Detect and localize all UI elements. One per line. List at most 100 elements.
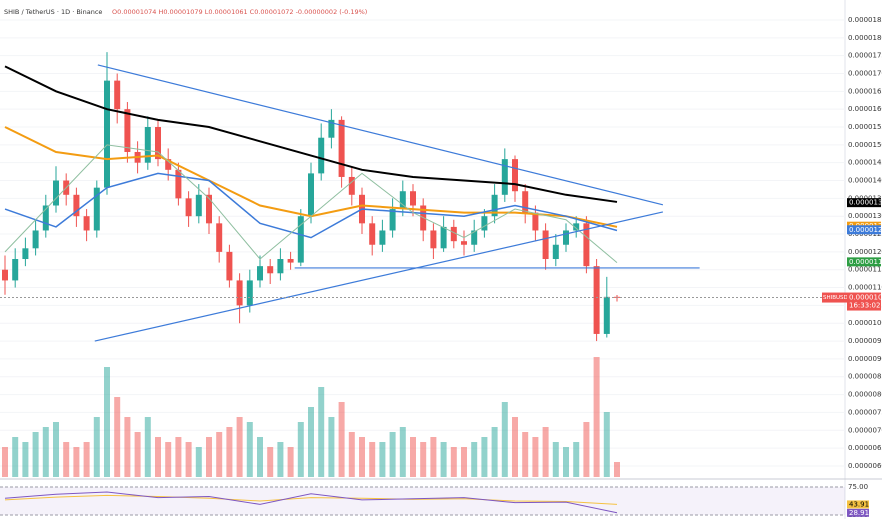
volume-bar	[287, 447, 294, 477]
candle-body	[481, 216, 488, 231]
candle-body	[104, 80, 110, 188]
candle-body	[583, 223, 590, 267]
volume-bar	[226, 427, 233, 477]
price-tag-text: 0.00001172	[849, 258, 882, 266]
volume-bar	[104, 367, 110, 477]
y-tick-label: 0.00001550	[848, 123, 882, 131]
price-tag	[847, 198, 881, 208]
volume-bar	[348, 432, 355, 477]
candle-body	[348, 176, 355, 195]
rsi-tag	[847, 508, 869, 517]
trendline	[97, 64, 664, 206]
volume-bar	[491, 427, 498, 477]
volume-bar	[134, 432, 141, 477]
candle-body	[389, 209, 396, 231]
candle-body	[185, 198, 192, 217]
candle-body	[83, 216, 90, 231]
volume-bar	[12, 437, 19, 477]
volume-bar	[542, 427, 549, 477]
volume-bar	[614, 462, 620, 477]
volume-bar	[501, 402, 508, 477]
trendline	[94, 211, 664, 342]
y-tick-label: 0.00000650	[848, 444, 882, 452]
volume-bar	[155, 437, 161, 477]
volume-bar	[328, 417, 335, 477]
volume-bar	[532, 437, 539, 477]
y-tick-label: 0.00000750	[848, 408, 882, 416]
candle-body	[512, 159, 518, 192]
candle-body	[532, 212, 539, 231]
candle-body	[297, 216, 304, 263]
candle-body	[573, 223, 580, 231]
volume-bar	[573, 442, 580, 477]
candle-body	[165, 159, 172, 170]
volume-bar	[236, 417, 243, 477]
volume-bar	[257, 437, 263, 477]
volume-bar	[603, 412, 610, 477]
candle-body	[369, 223, 376, 245]
y-tick-label: 0.00000950	[848, 337, 882, 345]
candle-body	[277, 259, 284, 274]
candle-body	[2, 269, 8, 281]
candle-body	[318, 137, 325, 174]
volume-bar	[369, 442, 376, 477]
y-tick-label: 0.00001300	[848, 212, 882, 220]
moving-average	[4, 144, 618, 263]
candle-body	[552, 244, 559, 260]
candle-body	[93, 187, 100, 231]
volume-bar	[185, 442, 192, 477]
y-tick-label: 0.00001750	[848, 52, 882, 60]
candle-body	[42, 205, 49, 231]
candle-body	[501, 159, 508, 195]
volume-bar	[399, 427, 406, 477]
volume-bar	[144, 417, 151, 477]
y-tick-label: 0.00001650	[848, 87, 882, 95]
candle-body	[236, 280, 243, 306]
rsi-band	[0, 487, 845, 515]
candle-body	[22, 248, 29, 260]
moving-average	[4, 172, 618, 239]
volume-bar	[93, 417, 100, 477]
volume-bar	[83, 442, 90, 477]
candle-body	[195, 194, 202, 217]
y-tick-label: 0.00000800	[848, 391, 882, 399]
candle-body	[440, 226, 447, 249]
volume-bar	[471, 442, 478, 477]
ohlc: O0.00001074 H0.00001079 L0.00001061 C0.0…	[112, 8, 367, 16]
candle-body	[450, 226, 457, 242]
volume-bar	[32, 432, 39, 477]
price-tag-text: 0.00001338	[849, 199, 882, 207]
volume-bar	[410, 437, 416, 477]
volume-bar	[430, 437, 437, 477]
candle-body	[603, 296, 610, 334]
candle-body	[379, 230, 386, 245]
y-tick-label: 0.00000900	[848, 355, 882, 363]
volume-bar	[73, 447, 80, 477]
volume-bar	[63, 442, 70, 477]
candle-body	[206, 194, 212, 224]
y-tick-label: 0.00000850	[848, 373, 882, 381]
countdown: 16:33:02	[849, 302, 880, 310]
volume-bar	[195, 447, 202, 477]
volume-bar	[2, 447, 8, 477]
price-tag	[847, 257, 881, 267]
candle-body	[461, 241, 467, 245]
y-tick-label: 0.00001600	[848, 105, 882, 113]
volume-bar	[481, 437, 488, 477]
price-tag	[847, 225, 881, 235]
symbol-tag-text: SHIBUSDT	[823, 295, 852, 301]
candle-body	[267, 266, 274, 274]
price-tag-text: 0.00001262	[849, 226, 882, 234]
volume-bar	[267, 447, 274, 477]
volume-bar	[124, 417, 131, 477]
candle-body	[308, 173, 314, 217]
candle-body	[73, 194, 80, 217]
volume-bar	[175, 437, 182, 477]
rsi-ma-line	[4, 494, 618, 505]
candle-body	[12, 259, 19, 281]
volume-bar	[461, 447, 467, 477]
symbol: SHIB / TetherUS · 1D · Binance	[4, 8, 102, 16]
volume-bar	[206, 437, 212, 477]
volume-bar	[165, 442, 172, 477]
